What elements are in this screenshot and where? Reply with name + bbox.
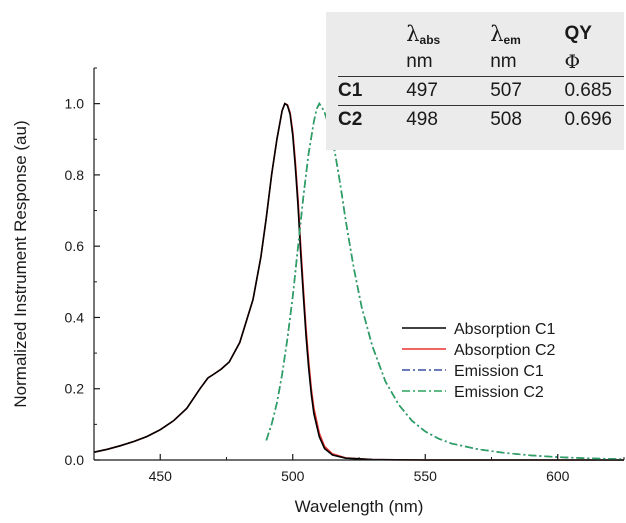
series-layer [93, 102, 625, 461]
header-qy: QY [564, 23, 592, 44]
cell-abs: 497 [406, 76, 491, 106]
unit-qy: Φ [564, 51, 581, 73]
ticks-layer: 450 500 550 600 0.0 0.2 0.4 0.6 0.8 1.0 [65, 67, 625, 484]
cell-em: 508 [490, 105, 565, 134]
cell-qy: 0.685 [564, 76, 624, 106]
legend: Absorption C1 Absorption C2 Emission C1 Emi… [402, 321, 555, 401]
x-tick-label: 600 [546, 468, 570, 484]
y-tick-label: 0.6 [65, 238, 85, 254]
y-tick-label: 0.4 [65, 309, 85, 325]
header-abs: λabs [406, 21, 441, 47]
x-axis-title: Wavelength (nm) [295, 497, 424, 516]
y-tick-label: 0.0 [65, 452, 85, 468]
unit-abs: nm [406, 51, 433, 72]
table-row: C2 498 508 0.696 [338, 105, 624, 134]
absorption-c2-line [93, 102, 624, 461]
absorption-c1-line [93, 102, 624, 461]
legend-label-emission-c1: Emission C1 [454, 363, 544, 380]
legend-label-absorption-c2: Absorption C2 [454, 342, 555, 359]
unit-em: nm [490, 51, 517, 72]
quantum-yield-table: λabs λem QY nm nm Φ C1 497 507 0.685 C2 … [326, 12, 624, 150]
y-axis-title: Normalized Instrument Response (au) [11, 120, 30, 407]
cell-abs: 498 [406, 105, 491, 134]
legend-label-absorption-c1: Absorption C1 [454, 321, 555, 338]
table-header-row: λabs λem QY [338, 20, 624, 48]
emission-c1-line [265, 102, 625, 461]
cell-qy: 0.696 [564, 105, 624, 134]
properties-table: λabs λem QY nm nm Φ C1 497 507 0.685 C2 … [338, 20, 624, 134]
y-tick-label: 0.2 [65, 381, 85, 397]
x-tick-label: 450 [149, 468, 173, 484]
legend-label-emission-c2: Emission C2 [454, 384, 544, 401]
emission-c2-line [265, 102, 625, 461]
table-row: C1 497 507 0.685 [338, 76, 624, 106]
y-tick-label: 0.8 [65, 167, 85, 183]
header-em: λem [490, 21, 521, 47]
cell-em: 507 [490, 76, 565, 106]
row-label: C1 [338, 76, 407, 106]
row-label: C2 [338, 105, 407, 134]
table-unit-row: nm nm Φ [338, 48, 624, 77]
x-tick-label: 500 [281, 468, 305, 484]
y-tick-label: 1.0 [65, 96, 85, 112]
x-tick-label: 550 [414, 468, 438, 484]
